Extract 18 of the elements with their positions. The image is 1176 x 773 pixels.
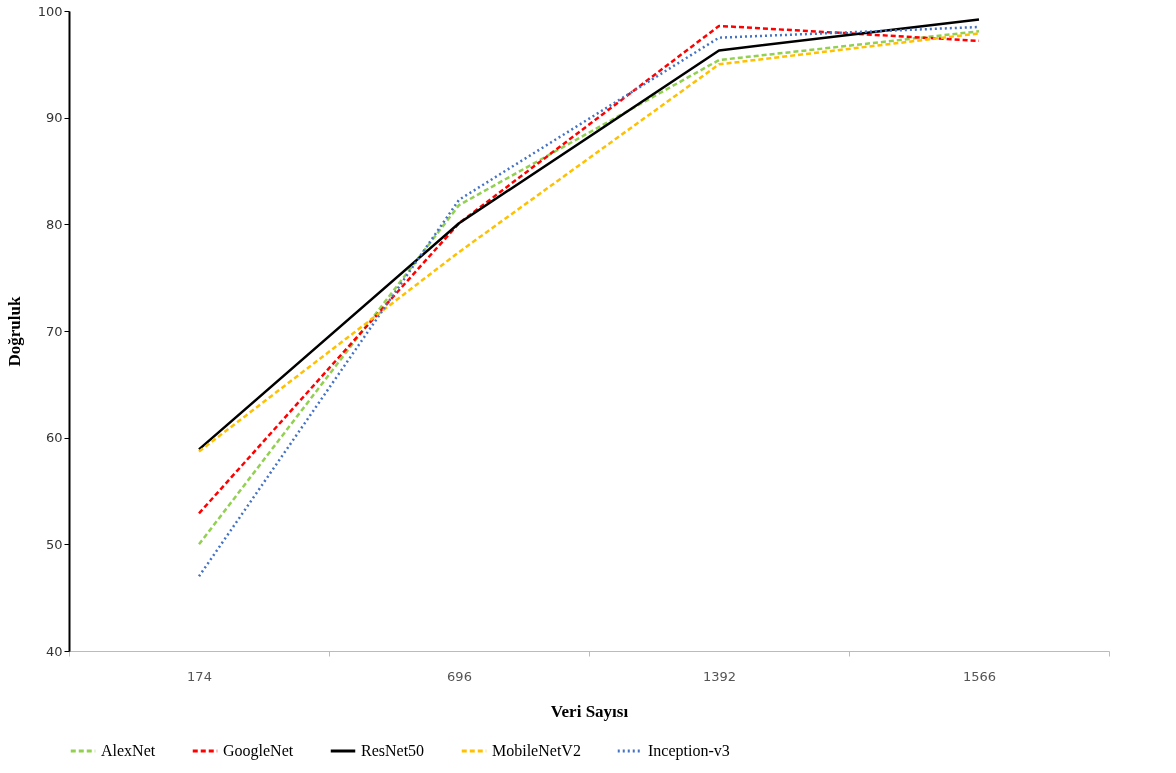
- y-tick-label: 100: [37, 3, 63, 19]
- y-tick-label: 90: [45, 110, 63, 126]
- y-tick-label: 70: [45, 323, 63, 339]
- legend-label: GoogleNet: [223, 742, 294, 760]
- y-axis-title: Doğruluk: [4, 296, 24, 367]
- legend-label: AlexNet: [101, 742, 156, 759]
- x-tick-label: 1566: [962, 668, 997, 684]
- y-tick-label: 40: [45, 643, 63, 659]
- y-tick-label: 50: [45, 536, 63, 552]
- x-tick-label: 696: [447, 668, 472, 684]
- x-tick-label: 1392: [702, 668, 737, 684]
- x-axis-title: Veri Sayısı: [550, 701, 629, 721]
- y-tick-label: 80: [45, 216, 63, 232]
- legend-label: MobileNetV2: [492, 742, 581, 759]
- x-tick-label: 174: [187, 668, 212, 684]
- legend-label: ResNet50: [361, 742, 425, 759]
- legend-label: Inception-v3: [648, 742, 730, 760]
- y-tick-label: 60: [45, 430, 63, 446]
